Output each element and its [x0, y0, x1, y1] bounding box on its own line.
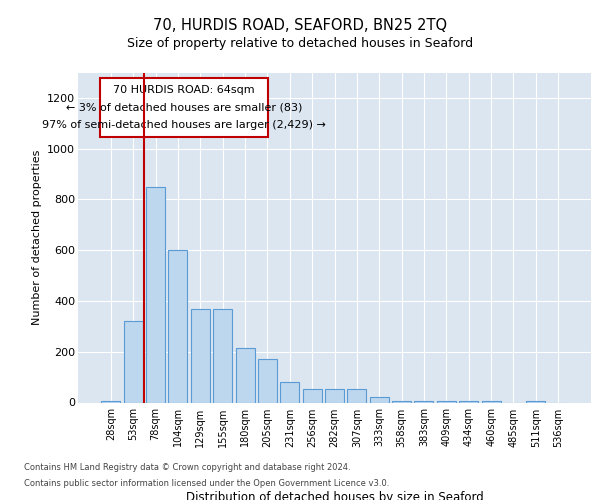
Text: 97% of semi-detached houses are larger (2,429) →: 97% of semi-detached houses are larger (… [42, 120, 326, 130]
Bar [415, 401, 433, 402]
Bar [169, 250, 187, 402]
Text: Size of property relative to detached houses in Seaford: Size of property relative to detached ho… [127, 38, 473, 51]
Bar [437, 401, 456, 402]
Bar [258, 360, 277, 403]
Text: ← 3% of detached houses are smaller (83): ← 3% of detached houses are smaller (83) [66, 102, 302, 113]
Bar [370, 398, 389, 402]
Bar [280, 382, 299, 402]
Bar [459, 401, 478, 402]
Bar [213, 308, 232, 402]
Bar [101, 401, 121, 402]
Bar [347, 388, 367, 402]
Bar [191, 308, 210, 402]
Text: Contains public sector information licensed under the Open Government Licence v3: Contains public sector information licen… [24, 478, 389, 488]
Y-axis label: Number of detached properties: Number of detached properties [32, 150, 41, 325]
Bar [146, 186, 165, 402]
Text: 70, HURDIS ROAD, SEAFORD, BN25 2TQ: 70, HURDIS ROAD, SEAFORD, BN25 2TQ [153, 18, 447, 32]
Bar [236, 348, 254, 403]
Bar [526, 401, 545, 402]
FancyBboxPatch shape [100, 78, 268, 137]
X-axis label: Distribution of detached houses by size in Seaford: Distribution of detached houses by size … [185, 491, 484, 500]
Bar [482, 401, 500, 402]
Text: 70 HURDIS ROAD: 64sqm: 70 HURDIS ROAD: 64sqm [113, 84, 255, 94]
Bar [124, 322, 143, 402]
Text: Contains HM Land Registry data © Crown copyright and database right 2024.: Contains HM Land Registry data © Crown c… [24, 464, 350, 472]
Bar [302, 388, 322, 402]
Bar [392, 401, 411, 402]
Bar [325, 388, 344, 402]
